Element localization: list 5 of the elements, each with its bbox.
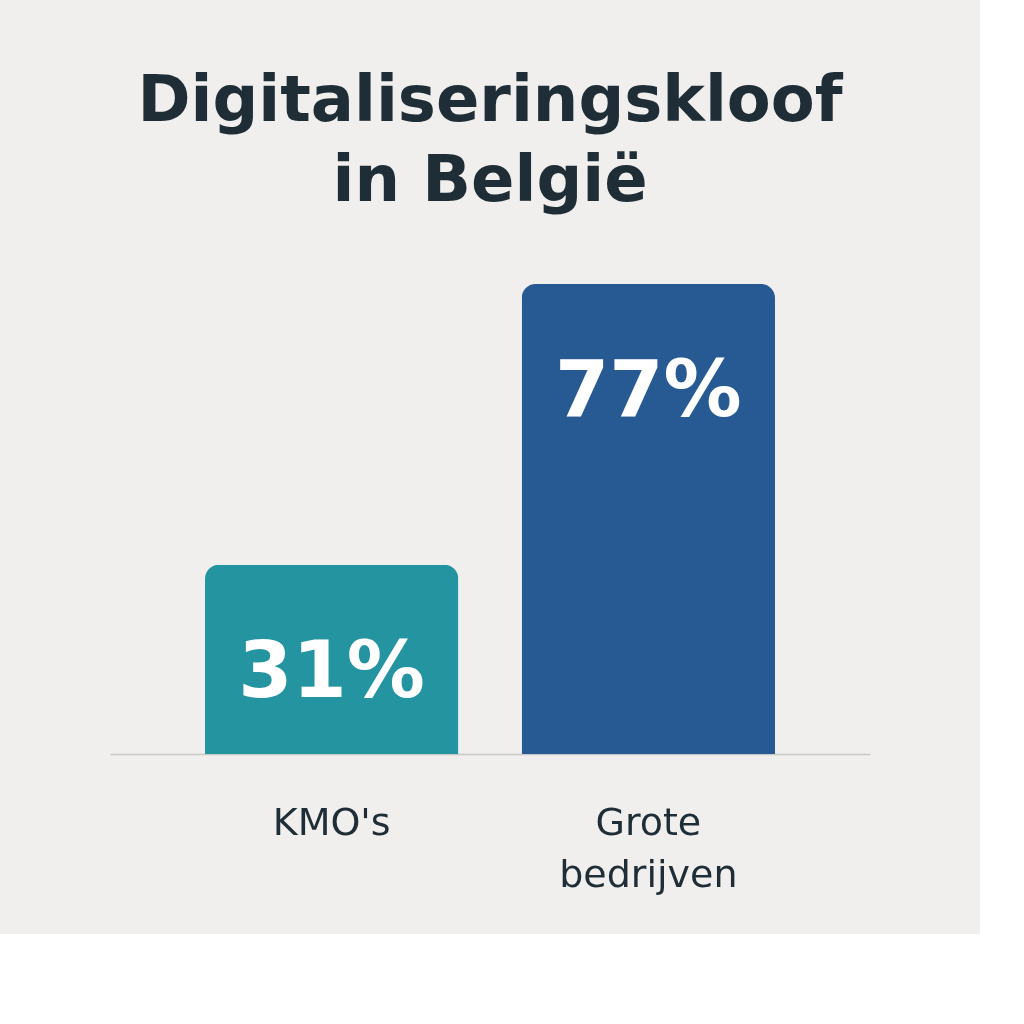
data-label: 31% — [238, 624, 426, 715]
data-label: 77% — [554, 344, 742, 434]
chart-title: Digitaliseringskloof in België — [137, 62, 844, 216]
x-tick-label: Grote bedrijven — [559, 799, 738, 896]
x-tick-label: KMO's — [272, 799, 391, 844]
